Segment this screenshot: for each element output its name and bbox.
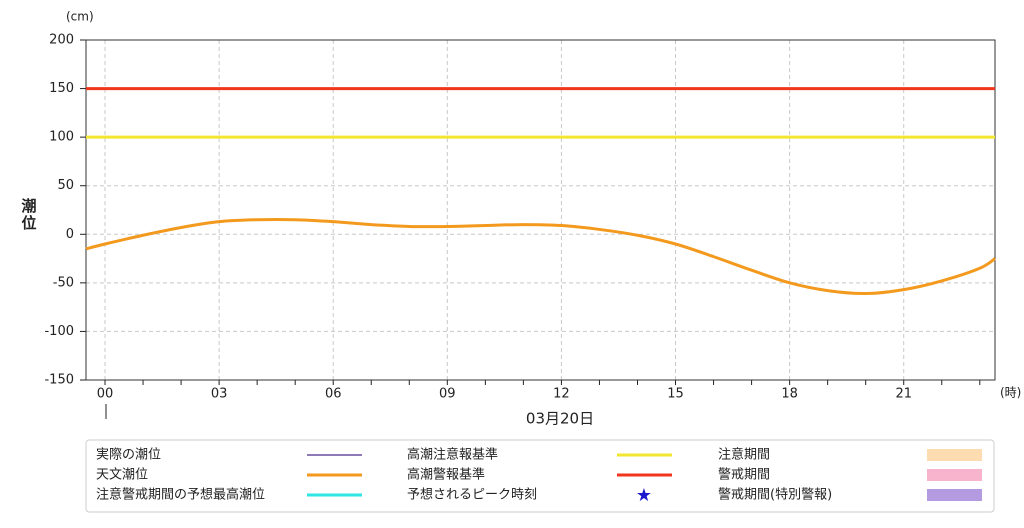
date-label: 03月20日: [526, 410, 594, 428]
x-tick-label: 12: [553, 387, 570, 402]
y-tick-label: 0: [66, 227, 74, 242]
legend-label: 実際の潮位: [96, 447, 161, 463]
y-unit: (cm): [66, 10, 94, 24]
x-tick-label: 18: [781, 387, 798, 402]
x-tick-label: 15: [667, 387, 684, 402]
y-tick-label: 150: [49, 81, 74, 96]
legend-label: 注意警戒期間の予想最高潮位: [96, 487, 265, 503]
x-tick-label: 21: [895, 387, 912, 402]
legend-label: 高潮注意報基準: [407, 447, 498, 463]
x-tick-label: 00: [97, 387, 114, 402]
y-tick-label: -50: [53, 275, 74, 290]
plot-border: [85, 39, 996, 381]
legend-label: 予想されるピーク時刻: [407, 487, 537, 503]
y-tick-label: -100: [44, 324, 74, 339]
legend-star: ★: [636, 485, 652, 506]
y-tick-label: 100: [49, 130, 74, 145]
legend-label: 警戒期間(特別警報): [718, 487, 832, 503]
y-tick-label: 50: [57, 178, 74, 193]
y-tick-label: -150: [44, 373, 74, 388]
y-tick-label: 200: [49, 33, 74, 48]
legend-label: 注意期間: [718, 447, 770, 463]
legend-swatch: [927, 489, 982, 501]
x-tick-label: 06: [325, 387, 342, 402]
legend-swatch: [927, 449, 982, 461]
legend-swatch: [927, 469, 982, 481]
legend-label: 警戒期間: [718, 467, 770, 483]
x-tick-label: 09: [439, 387, 456, 402]
y-axis-label: 潮位: [20, 197, 38, 232]
x-tick-label: 03: [211, 387, 228, 402]
legend-label: 高潮警報基準: [407, 467, 485, 483]
x-unit: (時): [1000, 386, 1021, 400]
legend-label: 天文潮位: [96, 468, 148, 483]
tide-line: [85, 217, 996, 296]
